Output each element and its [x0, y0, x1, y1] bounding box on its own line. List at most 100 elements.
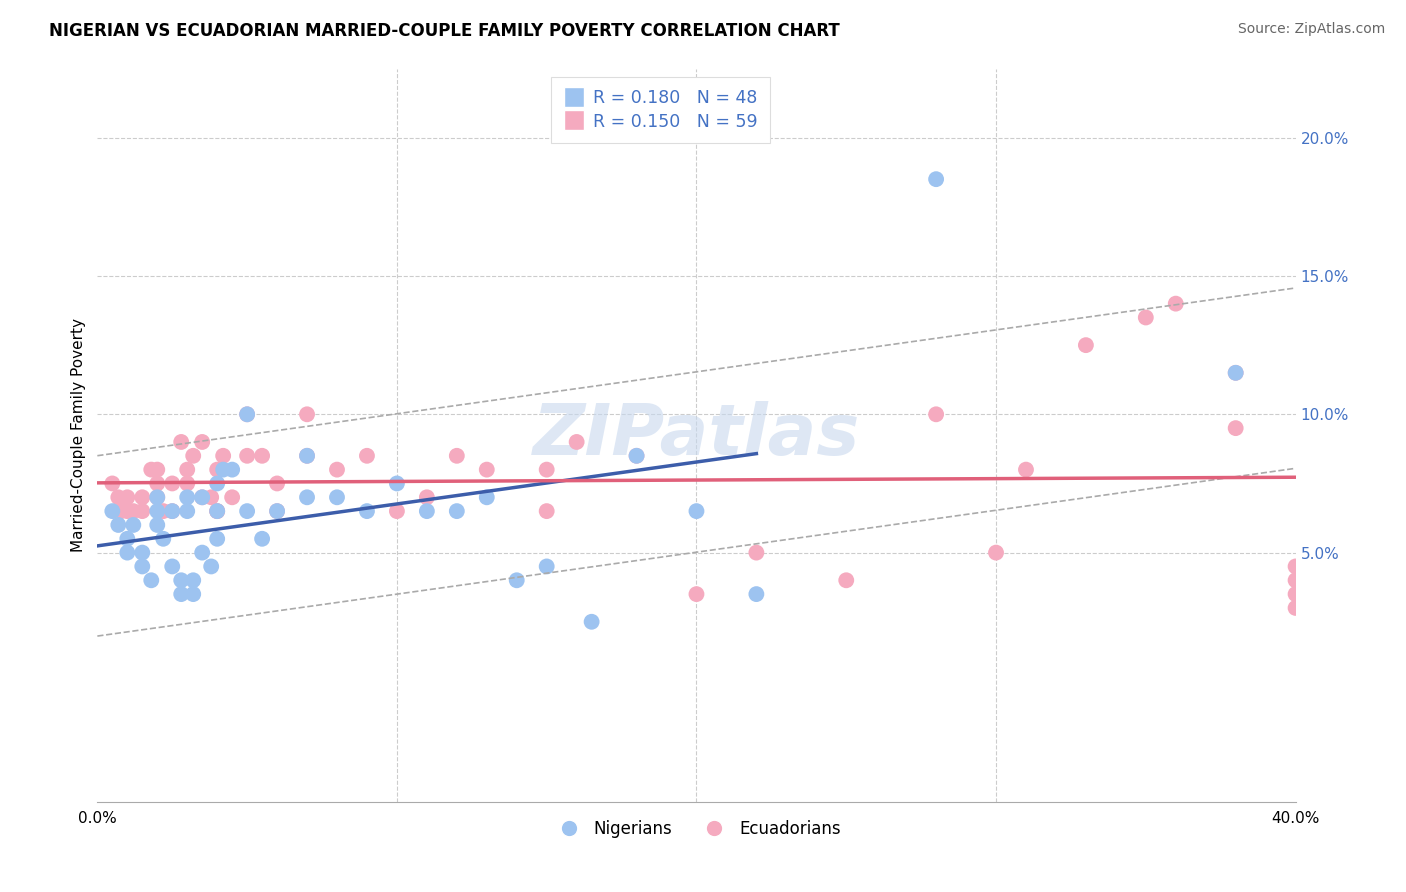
Point: [205, 504, 228, 518]
Point: [1284, 559, 1306, 574]
Point: [131, 559, 153, 574]
Point: [122, 504, 145, 518]
Point: [626, 449, 648, 463]
Point: [107, 518, 129, 533]
Point: [191, 490, 214, 504]
Point: [1135, 310, 1157, 325]
Point: [221, 462, 243, 476]
Point: [146, 518, 169, 533]
Legend: Nigerians, Ecuadorians: Nigerians, Ecuadorians: [546, 814, 848, 845]
Point: [146, 462, 169, 476]
Point: [146, 504, 169, 518]
Point: [1225, 366, 1247, 380]
Point: [205, 532, 228, 546]
Point: [107, 490, 129, 504]
Point: [162, 476, 184, 491]
Point: [536, 559, 558, 574]
Point: [146, 490, 169, 504]
Point: [212, 462, 235, 476]
Point: [446, 449, 468, 463]
Point: [1015, 462, 1038, 476]
Point: [295, 449, 318, 463]
Point: [236, 449, 259, 463]
Point: [176, 462, 198, 476]
Point: [506, 574, 529, 588]
Point: [146, 490, 169, 504]
Point: [1225, 421, 1247, 435]
Text: Source: ZipAtlas.com: Source: ZipAtlas.com: [1237, 22, 1385, 37]
Point: [101, 504, 124, 518]
Point: [181, 449, 204, 463]
Point: [1074, 338, 1097, 352]
Point: [191, 490, 214, 504]
Point: [1284, 574, 1306, 588]
Point: [416, 504, 439, 518]
Point: [581, 615, 603, 629]
Point: [356, 504, 378, 518]
Point: [117, 490, 139, 504]
Point: [176, 490, 198, 504]
Point: [131, 490, 153, 504]
Point: [117, 504, 139, 518]
Y-axis label: Married-Couple Family Poverty: Married-Couple Family Poverty: [72, 318, 86, 552]
Point: [200, 490, 222, 504]
Point: [101, 476, 124, 491]
Point: [1225, 366, 1247, 380]
Point: [141, 462, 163, 476]
Point: [122, 518, 145, 533]
Point: [266, 504, 288, 518]
Point: [626, 449, 648, 463]
Point: [162, 559, 184, 574]
Point: [835, 574, 858, 588]
Point: [205, 476, 228, 491]
Point: [236, 407, 259, 421]
Point: [536, 462, 558, 476]
Point: [984, 546, 1007, 560]
Point: [1284, 587, 1306, 601]
Point: [191, 546, 214, 560]
Point: [295, 449, 318, 463]
Point: [162, 504, 184, 518]
Point: [131, 504, 153, 518]
Point: [326, 490, 349, 504]
Point: [170, 587, 193, 601]
Point: [152, 532, 174, 546]
Point: [141, 574, 163, 588]
Point: [236, 407, 259, 421]
Point: [385, 476, 408, 491]
Point: [745, 587, 768, 601]
Point: [176, 504, 198, 518]
Point: [745, 546, 768, 560]
Point: [685, 587, 707, 601]
Point: [117, 532, 139, 546]
Point: [205, 504, 228, 518]
Point: [1284, 601, 1306, 615]
Point: [181, 587, 204, 601]
Point: [221, 490, 243, 504]
Point: [356, 449, 378, 463]
Point: [925, 172, 948, 186]
Point: [205, 462, 228, 476]
Point: [446, 504, 468, 518]
Point: [266, 476, 288, 491]
Point: [295, 490, 318, 504]
Point: [181, 574, 204, 588]
Point: [475, 462, 498, 476]
Point: [170, 574, 193, 588]
Point: [117, 546, 139, 560]
Point: [385, 504, 408, 518]
Point: [236, 504, 259, 518]
Point: [131, 546, 153, 560]
Point: [176, 476, 198, 491]
Point: [205, 504, 228, 518]
Point: [200, 559, 222, 574]
Point: [565, 434, 588, 449]
Point: [1164, 296, 1187, 310]
Point: [250, 449, 273, 463]
Point: [266, 504, 288, 518]
Point: [191, 434, 214, 449]
Point: [146, 476, 169, 491]
Point: [685, 504, 707, 518]
Point: [212, 449, 235, 463]
Point: [250, 532, 273, 546]
